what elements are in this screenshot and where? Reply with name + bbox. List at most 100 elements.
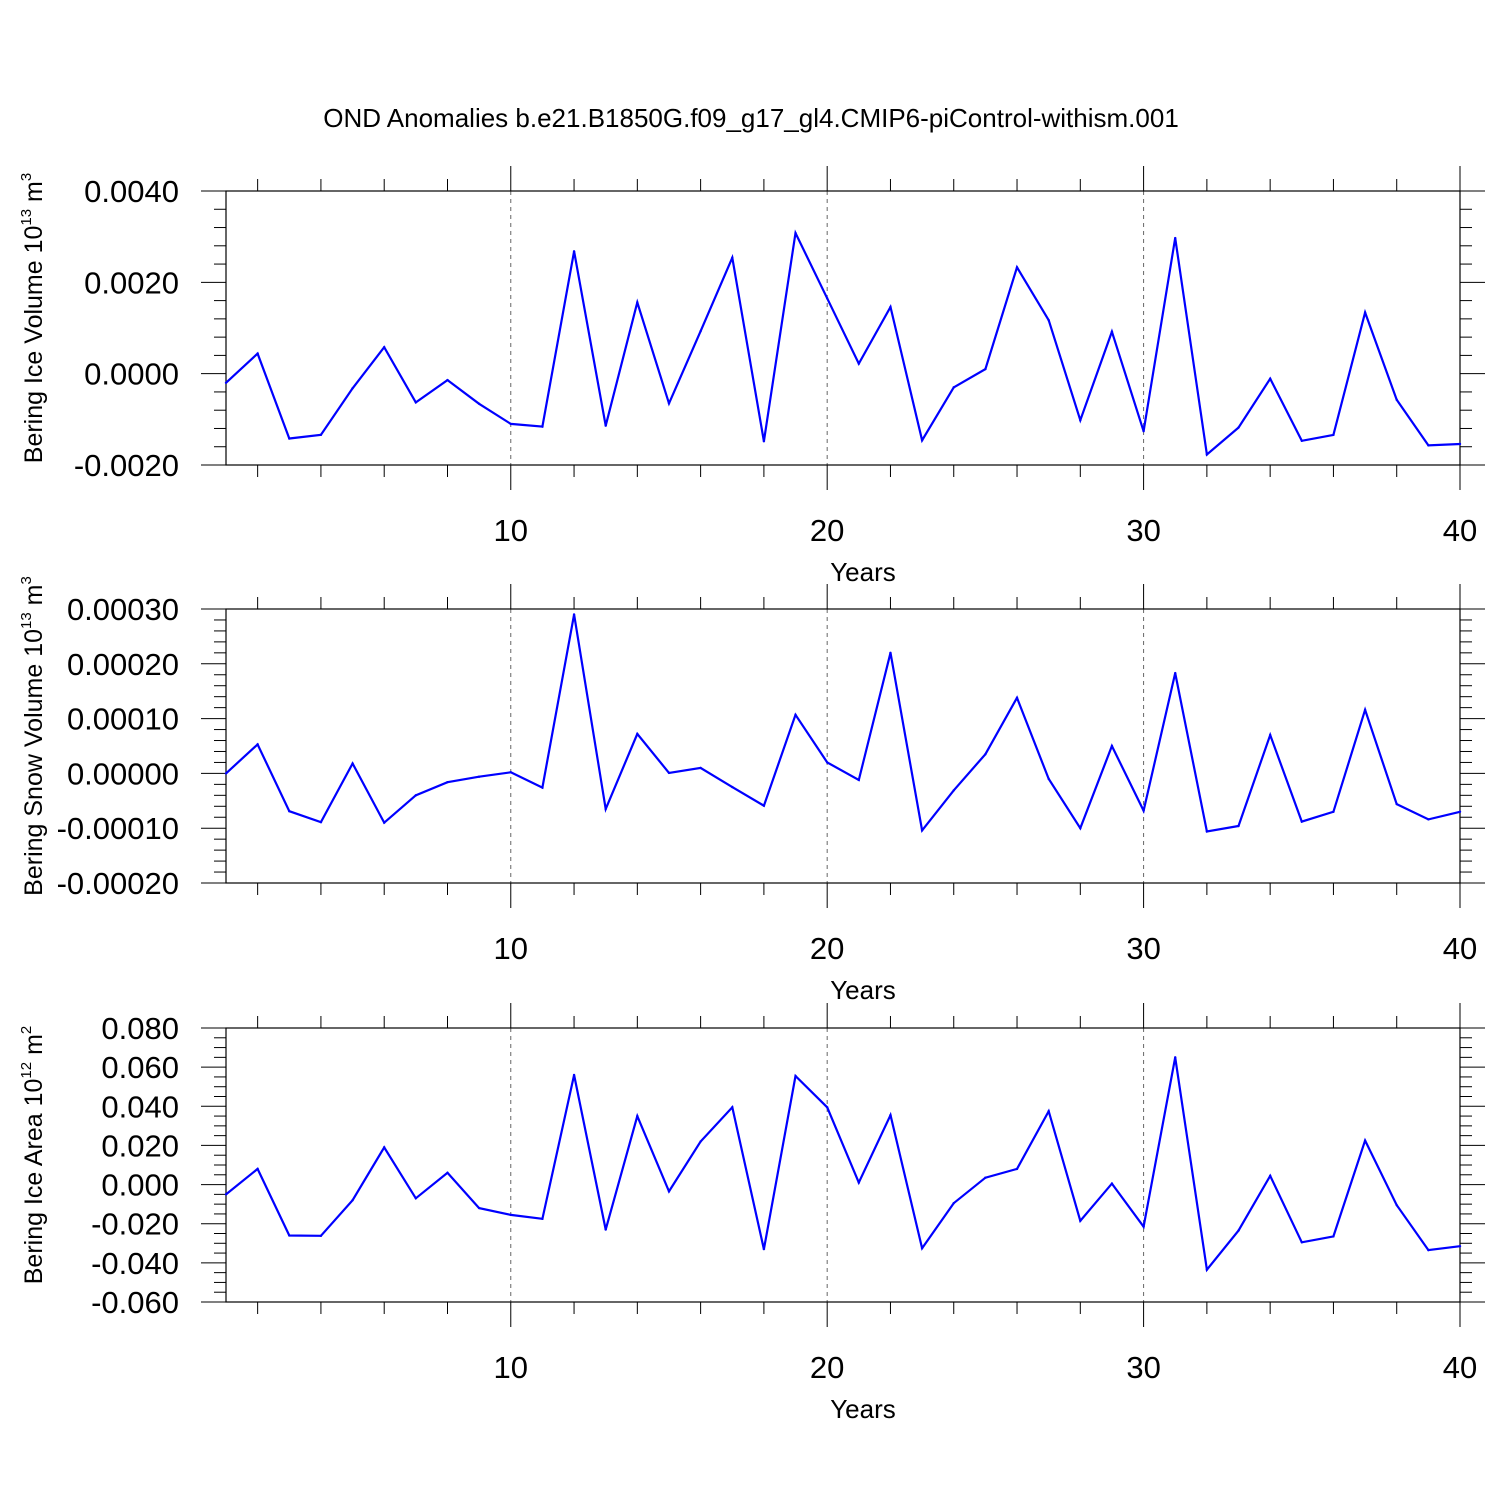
y-axis-label: Bering Ice Volume 1013 m3: [18, 173, 48, 463]
data-point: [1332, 810, 1335, 813]
x-tick-label: 40: [1443, 931, 1477, 966]
data-point: [762, 440, 766, 443]
panel-1: 10 20 30 40 -0.0020 0.0000 0.0020 0.0040 Years Be…: [18, 166, 1485, 587]
data-point: [1458, 810, 1462, 813]
y-axis-label: Bering Snow Volume 1013 m3: [18, 576, 48, 896]
data-point: [509, 1213, 512, 1217]
data-point: [319, 433, 323, 437]
data-point: [256, 352, 259, 355]
y-axis-label-exponent: 13: [18, 612, 35, 629]
data-point: [1332, 433, 1335, 437]
data-point: [446, 1171, 449, 1175]
data-point: [256, 1167, 259, 1171]
y-axis-label-unit-exponent: 3: [18, 576, 35, 584]
data-point: [1047, 319, 1050, 322]
x-tick-label: 40: [1443, 1350, 1477, 1385]
data-point: [1015, 266, 1019, 269]
data-point: [731, 1106, 734, 1109]
data-point: [1363, 311, 1367, 314]
data-point: [446, 378, 449, 382]
plot-frame: [225, 608, 1461, 884]
data-point: [414, 401, 418, 404]
data-point: [1079, 419, 1082, 422]
data-point: [636, 1114, 639, 1118]
y-axis-label-exponent: 12: [18, 1062, 35, 1079]
data-point: [1395, 802, 1398, 806]
data-point: [509, 422, 512, 426]
data-point: [351, 762, 354, 765]
y-tick-label: 0.00010: [67, 702, 179, 737]
data-point: [1015, 696, 1019, 699]
data-point: [794, 1074, 797, 1078]
series-line: [225, 229, 1461, 457]
data-point: [1205, 1268, 1209, 1271]
data-point: [1395, 1203, 1398, 1207]
x-tick-label: 30: [1126, 513, 1160, 548]
data-point: [857, 778, 861, 782]
data-point: [256, 743, 259, 746]
data-point: [1205, 453, 1209, 456]
data-point: [857, 1181, 861, 1184]
data-point: [572, 613, 576, 616]
data-point: [762, 1247, 766, 1251]
data-point: [1142, 430, 1145, 433]
data-point: [1300, 439, 1303, 442]
data-point: [1427, 1248, 1430, 1252]
y-axis-label-text: Bering Snow Volume 10: [20, 629, 48, 896]
data-point: [1174, 1056, 1177, 1059]
data-point: [351, 387, 354, 390]
data-point: [224, 1193, 228, 1196]
x-tick-label: 40: [1443, 513, 1477, 548]
data-point: [288, 1234, 291, 1237]
x-tick-label: 20: [810, 931, 844, 966]
data-point: [667, 1190, 671, 1193]
series-line: [225, 1057, 1461, 1273]
data-point: [383, 821, 386, 824]
data-point: [920, 439, 924, 442]
data-point: [1237, 426, 1240, 429]
data-point: [477, 402, 481, 406]
data-point: [319, 820, 323, 824]
data-point: [699, 766, 702, 770]
data-point: [319, 1234, 323, 1238]
y-tick-label: 0.000: [101, 1168, 179, 1203]
data-point: [224, 381, 228, 384]
data-point: [1047, 777, 1050, 781]
data-point: [541, 786, 544, 789]
data-point: [604, 1228, 607, 1231]
y-axis-label-unit: m: [20, 585, 48, 613]
y-tick-label: -0.00010: [57, 811, 179, 846]
data-point: [952, 386, 955, 389]
data-point: [1427, 818, 1430, 821]
x-axis-label: Years: [830, 1394, 896, 1424]
data-point: [1237, 824, 1240, 828]
y-axis-label-unit-exponent: 2: [18, 1026, 35, 1034]
y-tick-label: 0.080: [101, 1011, 179, 1046]
data-point: [667, 402, 671, 405]
data-point: [1363, 708, 1367, 712]
data-point: [699, 329, 702, 333]
data-point: [636, 301, 639, 304]
data-point: [224, 772, 228, 775]
data-point: [1110, 744, 1114, 748]
data-point: [1079, 1219, 1082, 1222]
data-point: [1363, 1139, 1367, 1142]
data-point: [383, 1146, 386, 1149]
data-point: [1174, 236, 1177, 240]
data-point: [1268, 733, 1272, 737]
x-tick-label: 10: [494, 513, 528, 548]
data-point: [1205, 830, 1209, 833]
data-point: [1079, 827, 1082, 830]
data-point: [477, 775, 481, 778]
data-point: [889, 305, 892, 309]
data-point: [1458, 442, 1462, 446]
data-point: [825, 761, 829, 764]
data-point: [920, 829, 924, 832]
y-tick-label: 0.0000: [84, 357, 179, 392]
series-line: [225, 614, 1461, 834]
data-point: [1427, 444, 1430, 447]
data-point: [446, 780, 449, 784]
data-point: [572, 250, 576, 253]
data-point: [1142, 1225, 1145, 1228]
